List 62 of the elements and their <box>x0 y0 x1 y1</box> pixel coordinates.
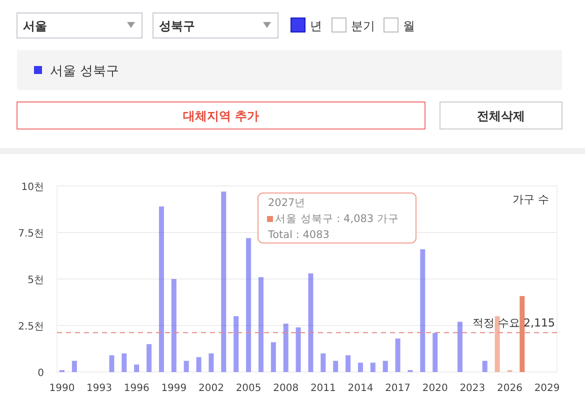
bar <box>520 296 525 372</box>
bar <box>122 353 127 372</box>
x-tick-label: 2011 <box>310 383 336 394</box>
y-tick-label: 5천 <box>28 275 44 286</box>
x-tick-label: 2008 <box>273 383 299 394</box>
bar <box>358 362 363 372</box>
y-tick-label: 7.5천 <box>18 228 44 240</box>
x-tick-label: 2029 <box>534 383 560 394</box>
bar <box>258 277 264 372</box>
bar <box>370 362 376 372</box>
legend-label: 서울 성북구 <box>50 64 120 79</box>
y-tick-label: 0 <box>38 368 44 379</box>
bar <box>246 238 252 372</box>
x-tick-label: 1993 <box>86 383 112 394</box>
bar <box>333 360 338 372</box>
bar <box>208 353 214 372</box>
bar <box>158 206 164 372</box>
bar <box>270 342 276 372</box>
region-dropdown: 서울 <box>16 12 142 38</box>
bar <box>482 360 488 372</box>
delete-button: 전체삭제 <box>440 102 562 130</box>
district-dropdown: 성북구 <box>152 12 278 38</box>
x-tick-label: 1999 <box>161 383 187 394</box>
bar <box>221 192 226 372</box>
bar <box>171 279 176 372</box>
bar <box>184 360 189 372</box>
x-tick-label: 2002 <box>198 383 224 394</box>
bar <box>308 273 314 372</box>
text: 월 <box>403 19 415 33</box>
x-tick-label: 2017 <box>385 383 411 394</box>
annotation: Total : 4083 <box>267 229 330 241</box>
add-button: 대체지역 추가 <box>16 102 426 130</box>
annotation: 서울 성북구 : 4,083 가구 <box>275 213 399 225</box>
x-tick-label: 2026 <box>497 383 522 394</box>
x-tick-label: 1990 <box>49 383 75 394</box>
text: 년 <box>310 19 322 33</box>
bar <box>457 322 462 372</box>
x-tick-label: 2023 <box>460 383 486 394</box>
bar <box>395 338 400 372</box>
bar <box>109 355 114 372</box>
bar <box>283 324 288 372</box>
annotation: 2027년 <box>268 197 306 209</box>
x-tick-label: 2020 <box>422 383 448 394</box>
bar <box>134 364 140 372</box>
bar <box>346 355 351 372</box>
y-tick-label: 10천 <box>21 182 44 193</box>
bar <box>382 360 388 372</box>
bar <box>432 332 438 372</box>
x-tick-label: 1996 <box>124 383 150 394</box>
x-tick-label: 2014 <box>348 383 374 394</box>
text: 분기 <box>351 19 375 33</box>
bar <box>296 327 301 372</box>
y-axis-title: 가구 수 <box>512 193 549 206</box>
bar <box>320 353 326 372</box>
bar <box>234 316 239 372</box>
bar <box>72 360 77 372</box>
bar <box>196 357 202 372</box>
bar <box>494 316 500 372</box>
bar <box>146 344 152 372</box>
bar <box>420 249 426 372</box>
y-tick-label: 2.5천 <box>18 322 44 332</box>
x-tick-label: 2005 <box>236 383 262 394</box>
